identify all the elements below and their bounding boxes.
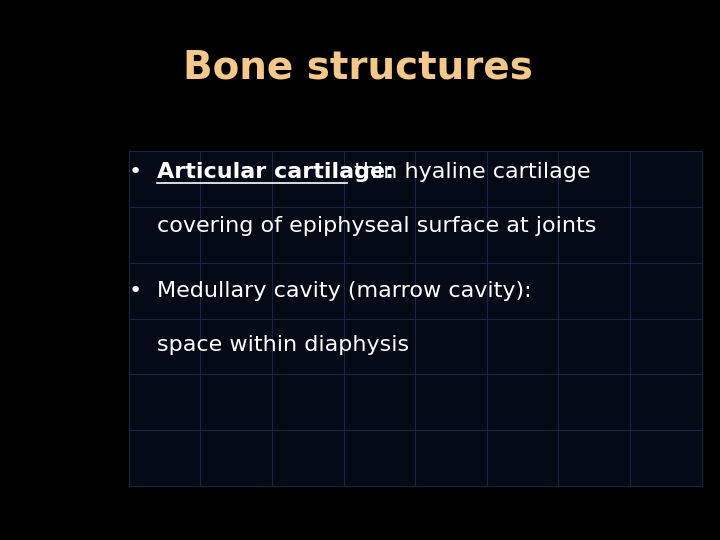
Text: covering of epiphyseal surface at joints: covering of epiphyseal surface at joints [158, 216, 597, 236]
Text: Articular cartilage:: Articular cartilage: [158, 162, 395, 182]
Text: space within diaphysis: space within diaphysis [158, 335, 410, 355]
Text: Bone structures: Bone structures [183, 49, 533, 86]
Text: Medullary cavity (marrow cavity):: Medullary cavity (marrow cavity): [158, 281, 532, 301]
Text: thin hyaline cartilage: thin hyaline cartilage [347, 162, 590, 182]
Text: •: • [129, 281, 142, 301]
Text: •: • [129, 162, 142, 182]
FancyBboxPatch shape [129, 151, 701, 486]
